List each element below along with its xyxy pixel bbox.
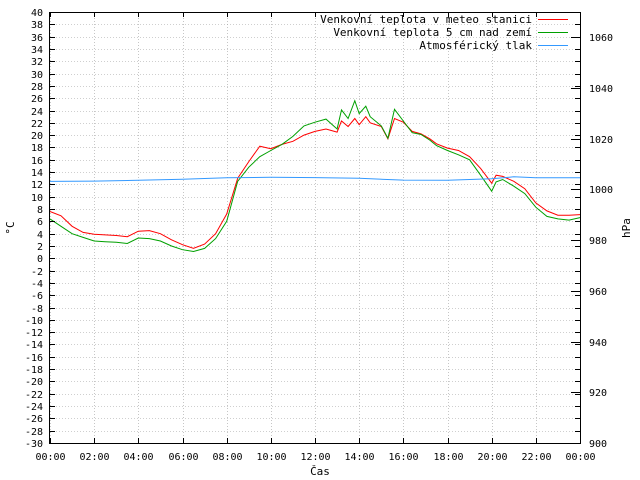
series-line-outdoor-temperature [49, 115, 581, 249]
x-tick-label: 12:00 [300, 452, 330, 463]
y-tick-label: -8 [31, 304, 43, 315]
right-axis: 1060 1040 1020 1000 980 960 940 920 900 [571, 33, 613, 450]
y-tick-label: -2 [31, 267, 43, 278]
x-tick-label: 06:00 [168, 452, 198, 463]
series-line-ground-temperature [49, 99, 581, 253]
x-tick-label: 22:00 [521, 452, 551, 463]
y-tick-label: -10 [25, 316, 43, 327]
y2-tick-label: 940 [589, 338, 607, 349]
y-tick-label: -22 [25, 390, 43, 401]
y-tick-label: -14 [25, 340, 43, 351]
x-tick-label: 02:00 [79, 452, 109, 463]
legend-label-pressure: Atmosférický tlak [419, 39, 532, 52]
y-tick-label: 32 [31, 57, 43, 68]
series-line-pressure [49, 176, 580, 182]
y-tick-label: 28 [31, 82, 43, 93]
legend-label-outdoor: Venkovní teplota v meteo stanici [320, 13, 532, 26]
y-tick-label: -6 [31, 291, 43, 302]
x-tick-label: 00:00 [565, 452, 595, 463]
y-tick-label: 10 [31, 193, 43, 204]
y-tick-label: 4 [37, 230, 43, 241]
y-tick-label: -28 [25, 427, 43, 438]
y2-tick-label: 980 [589, 236, 607, 247]
y2-tick-label: 960 [589, 287, 607, 298]
x-tick-label: 20:00 [477, 452, 507, 463]
y-tick-label: 14 [31, 168, 43, 179]
y-axis-label: °C [4, 221, 17, 234]
y-tick-label: -18 [25, 365, 43, 376]
plot-frame [49, 12, 581, 444]
y-tick-label: 2 [37, 242, 43, 253]
y-tick-label: 24 [31, 107, 43, 118]
left-axis: 4038363432302826242220181614121086420-2-… [25, 8, 580, 450]
y-tick-label: 0 [37, 254, 43, 265]
y-tick-label: -24 [25, 402, 43, 413]
x-tick-label: 16:00 [388, 452, 418, 463]
y-tick-label: 40 [31, 8, 43, 19]
y2-axis-label: hPa [620, 218, 633, 238]
x-axis-label: Čas [310, 465, 330, 478]
y2-tick-label: 1020 [589, 135, 613, 146]
y-tick-label: 18 [31, 143, 43, 154]
x-tick-label: 10:00 [256, 452, 286, 463]
y-tick-label: -12 [25, 328, 43, 339]
y-tick-label: -20 [25, 377, 43, 388]
x-tick-label: 14:00 [344, 452, 374, 463]
grid [50, 12, 581, 444]
y-tick-label: -26 [25, 414, 43, 425]
y-tick-label: -30 [25, 439, 43, 450]
y-tick-label: 36 [31, 33, 43, 44]
y2-tick-label: 920 [589, 388, 607, 399]
y-tick-label: -16 [25, 353, 43, 364]
y2-tick-label: 1000 [589, 185, 613, 196]
x-tick-label: 18:00 [433, 452, 463, 463]
y-tick-label: 6 [37, 217, 43, 228]
y-tick-label: 26 [31, 94, 43, 105]
y-tick-label: 20 [31, 131, 43, 142]
x-axis: 00:00 02:00 04:00 06:00 08:00 10:00 12:00 14:00… [35, 12, 596, 463]
y2-tick-label: 900 [589, 439, 607, 450]
y-tick-label: 38 [31, 20, 43, 31]
y-tick-label: 16 [31, 156, 43, 167]
y-tick-label: 22 [31, 119, 43, 130]
x-tick-label: 04:00 [123, 452, 153, 463]
y-tick-label: 12 [31, 180, 43, 191]
y-tick-label: -4 [31, 279, 43, 290]
legend: Venkovní teplota v meteo stanici Venkovn… [320, 13, 568, 52]
x-tick-label: 00:00 [35, 452, 65, 463]
y-tick-label: 8 [37, 205, 43, 216]
y2-tick-label: 1040 [589, 84, 613, 95]
y-tick-label: 34 [31, 45, 43, 56]
x-tick-label: 08:00 [212, 452, 242, 463]
y-tick-label: 30 [31, 70, 43, 81]
legend-label-ground: Venkovní teplota 5 cm nad zemí [333, 26, 532, 39]
series-lines [49, 99, 581, 253]
y2-tick-label: 1060 [589, 33, 613, 44]
